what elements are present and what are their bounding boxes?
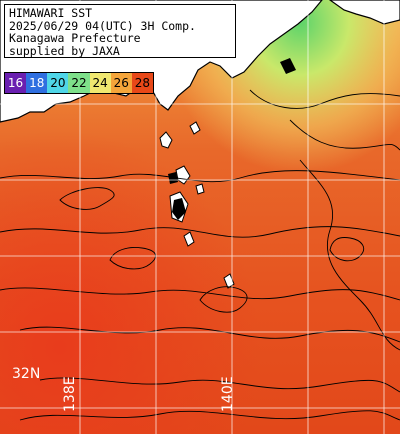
lon-label-140e: 140E	[220, 376, 236, 412]
temperature-legend: 16 18 20 22 24 26 28	[4, 72, 154, 94]
legend-swatch-24: 24	[89, 73, 111, 93]
dark-patches	[168, 58, 296, 220]
legend-swatch-18: 18	[26, 73, 48, 93]
legend-swatch-26: 26	[110, 73, 132, 93]
title-line-1: HIMAWARI SST	[9, 6, 93, 20]
title-line-2: 2025/06/29 04(UTC) 3H Comp.	[9, 18, 196, 33]
title-line-3: Kanagawa Prefecture	[9, 31, 141, 45]
title-line-4: supplied by JAXA	[9, 43, 120, 58]
legend-swatch-22: 22	[68, 73, 90, 93]
legend-swatch-20: 20	[47, 73, 69, 93]
legend-swatch-16: 16	[5, 73, 27, 93]
title-box: HIMAWARI SST 2025/06/29 04(UTC) 3H Comp.…	[4, 4, 236, 58]
isotherm-contours	[0, 89, 400, 421]
lon-label-138e: 138E	[62, 376, 78, 412]
legend-swatch-28: 28	[131, 73, 153, 93]
lat-label-32n: 32N	[12, 366, 41, 382]
